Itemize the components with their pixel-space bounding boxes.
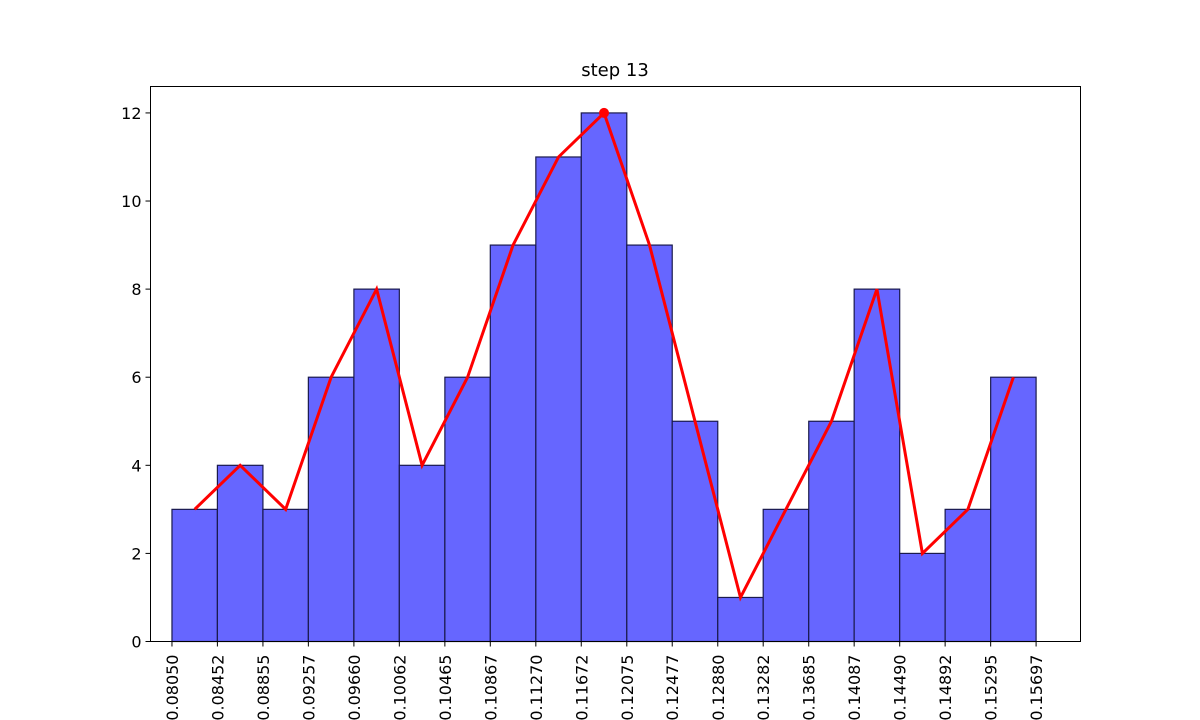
- line-layer: [193, 107, 1015, 602]
- histogram-bar: [171, 508, 218, 643]
- y-tick-label: 0: [131, 633, 141, 652]
- histogram-bar: [853, 288, 901, 643]
- bars-layer: [171, 112, 1037, 643]
- y-tick-label: 8: [131, 280, 141, 299]
- histogram-bar: [262, 508, 309, 643]
- x-tick-label: 0.10465: [436, 655, 455, 720]
- histogram-bar: [535, 156, 582, 643]
- x-tick-label: 0.12880: [709, 655, 728, 720]
- y-tick-label: 10: [121, 192, 141, 211]
- x-tick-label: 0.14892: [936, 655, 955, 720]
- x-tick-label: 0.09660: [345, 655, 364, 720]
- histogram-bar: [944, 508, 992, 643]
- x-axis: 0.08050 0.08452 0.08855 0.09257 0.09660 0.100…: [163, 641, 1046, 720]
- x-tick-label: 0.11672: [572, 655, 591, 720]
- x-tick-label: 0.08855: [254, 655, 273, 720]
- x-tick-label: 0.09257: [299, 655, 318, 720]
- histogram-bar: [580, 112, 628, 643]
- histogram-bar: [762, 508, 810, 643]
- x-tick-label: 0.08050: [163, 655, 182, 720]
- x-tick-label: 0.14087: [845, 655, 864, 720]
- x-tick-label: 0.15697: [1027, 655, 1046, 720]
- x-tick-label: 0.10867: [481, 655, 500, 720]
- x-tick-label: 0.13282: [754, 655, 773, 720]
- histogram-bar: [808, 420, 855, 643]
- x-tick-label: 0.14490: [891, 655, 910, 720]
- histogram-bar: [307, 376, 355, 643]
- histogram-bar: [717, 596, 764, 643]
- y-tick-label: 6: [131, 368, 141, 387]
- y-tick-label: 12: [121, 104, 141, 123]
- histogram-bar: [990, 376, 1037, 643]
- y-tick-label: 2: [131, 544, 141, 563]
- x-tick-label: 0.15295: [982, 655, 1001, 720]
- histogram-bar: [489, 244, 537, 643]
- histogram-bar: [626, 244, 673, 643]
- chart-title: step 13: [581, 60, 649, 81]
- x-tick-label: 0.13685: [800, 655, 819, 720]
- x-tick-label: 0.12075: [618, 655, 637, 720]
- histogram-bar: [671, 420, 719, 643]
- y-axis: 0 2 4 6 8 10 12: [121, 104, 151, 652]
- x-tick-label: 0.12477: [663, 655, 682, 720]
- y-tick-label: 4: [131, 456, 141, 475]
- x-tick-label: 0.10062: [390, 655, 409, 720]
- highlighted-point: [599, 107, 610, 118]
- histogram-bar: [216, 464, 264, 643]
- histogram-bar: [353, 288, 400, 643]
- histogram-bar: [899, 552, 946, 643]
- x-tick-label: 0.11270: [527, 655, 546, 720]
- histogram-bar: [444, 376, 491, 643]
- plot-frame: [150, 86, 1081, 642]
- histogram-bar: [398, 464, 446, 643]
- x-tick-label: 0.08452: [208, 655, 227, 720]
